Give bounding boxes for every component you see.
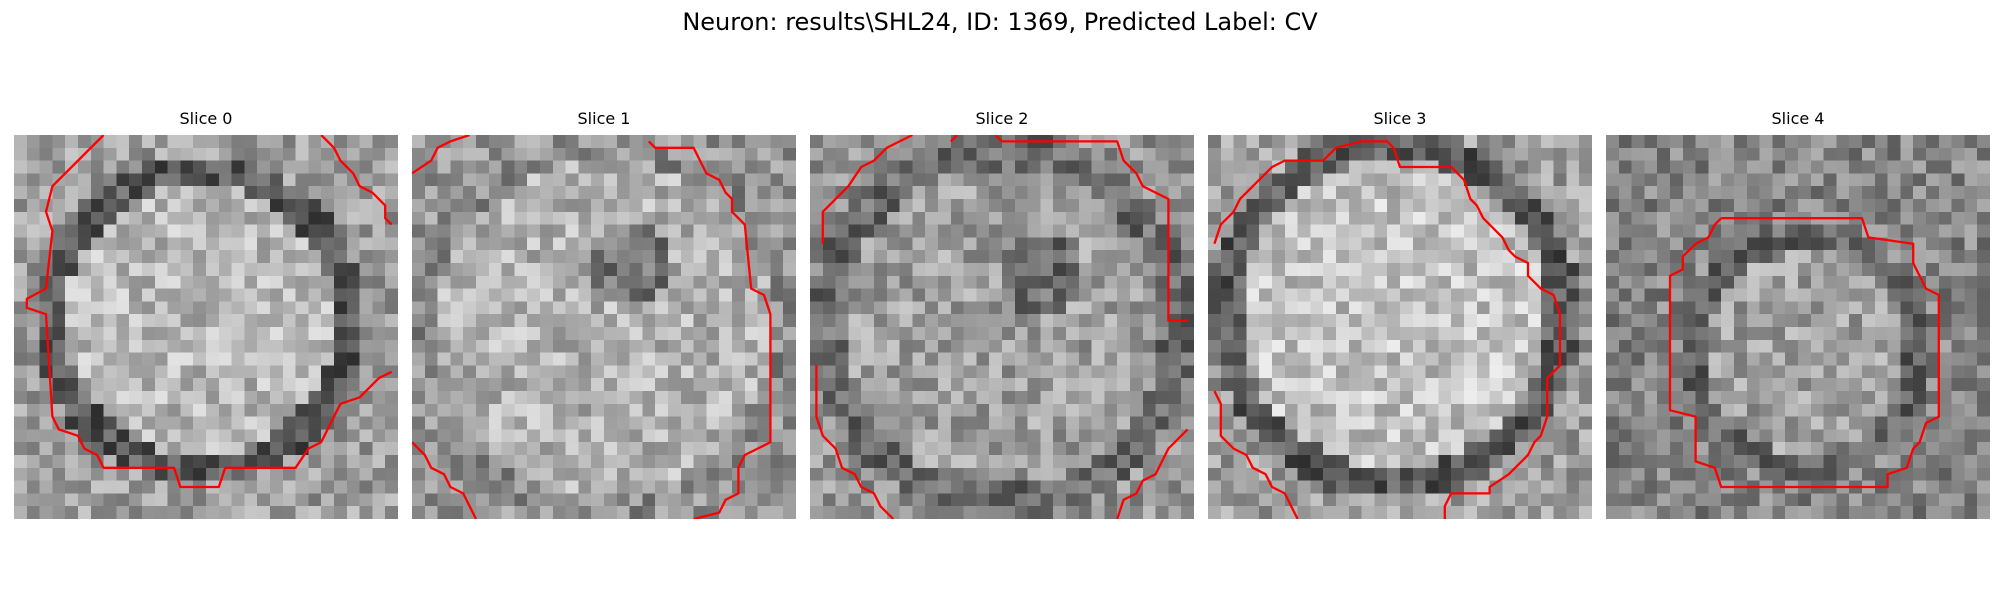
cell-contour	[994, 135, 1188, 322]
slice-title-3: Slice 3	[1373, 109, 1427, 128]
slice-image-3	[1208, 135, 1592, 519]
slice-panel-1: Slice 1	[412, 108, 796, 522]
slice-panel-3: Slice 3	[1208, 108, 1592, 522]
cell-contour	[1116, 428, 1189, 519]
cell-contour	[1213, 390, 1299, 519]
slice-image-4	[1606, 135, 1990, 519]
slice-image-1	[412, 135, 796, 519]
slice-title-0: Slice 0	[179, 109, 233, 128]
cell-contour	[412, 441, 478, 519]
cell-contour	[647, 140, 772, 519]
slice-panel-0: Slice 0	[14, 108, 398, 522]
slice-title-2: Slice 2	[975, 109, 1029, 128]
cell-contour	[320, 135, 393, 226]
cell-contour	[25, 135, 393, 489]
cell-contour	[1668, 217, 1940, 489]
cell-contour	[412, 135, 470, 175]
figure-title: Neuron: results\SHL24, ID: 1369, Predict…	[682, 8, 1318, 36]
slice-image-2	[810, 135, 1194, 519]
slice-image-0	[14, 135, 398, 519]
cell-contour	[1213, 140, 1562, 519]
slice-title-1: Slice 1	[577, 109, 631, 128]
cell-contour	[815, 365, 895, 519]
slice-title-4: Slice 4	[1771, 109, 1825, 128]
slice-panel-2: Slice 2	[810, 108, 1194, 522]
cell-contour	[821, 135, 913, 244]
cell-contour	[949, 135, 959, 143]
slice-panel-4: Slice 4	[1606, 108, 1990, 522]
